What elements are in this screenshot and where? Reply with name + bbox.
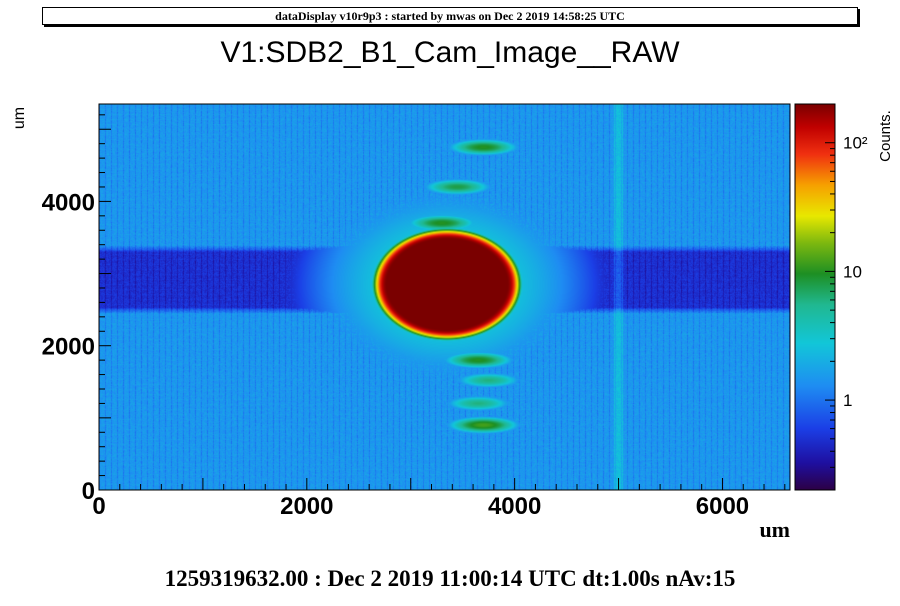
run-info-banner: dataDisplay v10r9p3 : started by mwas on… xyxy=(42,7,858,25)
heatmap-image xyxy=(99,104,790,490)
x-tick-label: 6000 xyxy=(696,493,749,520)
color-scale-label: Counts. xyxy=(877,110,894,162)
x-tick-label: 2000 xyxy=(280,493,333,520)
plot-frame xyxy=(98,103,791,491)
y-axis-label: um xyxy=(11,107,28,129)
x-axis-label: um xyxy=(759,517,790,542)
z-tick-label: 1 xyxy=(843,391,852,410)
chart-title: V1:SDB2_B1_Cam_Image__RAW xyxy=(220,36,680,69)
color-scale-axis: 1 10 10² xyxy=(825,103,868,491)
timestamp-footer: 1259319632.00 : Dec 2 2019 11:00:14 UTC … xyxy=(164,566,736,591)
x-tick-label: 0 xyxy=(92,493,105,520)
color-scale-bar xyxy=(794,103,836,491)
x-axis: 0 2000 4000 6000 xyxy=(92,478,786,520)
x-tick-label: 4000 xyxy=(488,493,541,520)
y-tick-label: 4000 xyxy=(42,189,95,216)
z-tick-label: 10² xyxy=(843,134,868,153)
y-tick-label: 0 xyxy=(82,478,95,505)
y-tick-label: 2000 xyxy=(42,334,95,361)
z-tick-label: 10 xyxy=(843,262,862,281)
y-axis: 0 2000 4000 xyxy=(42,114,111,505)
